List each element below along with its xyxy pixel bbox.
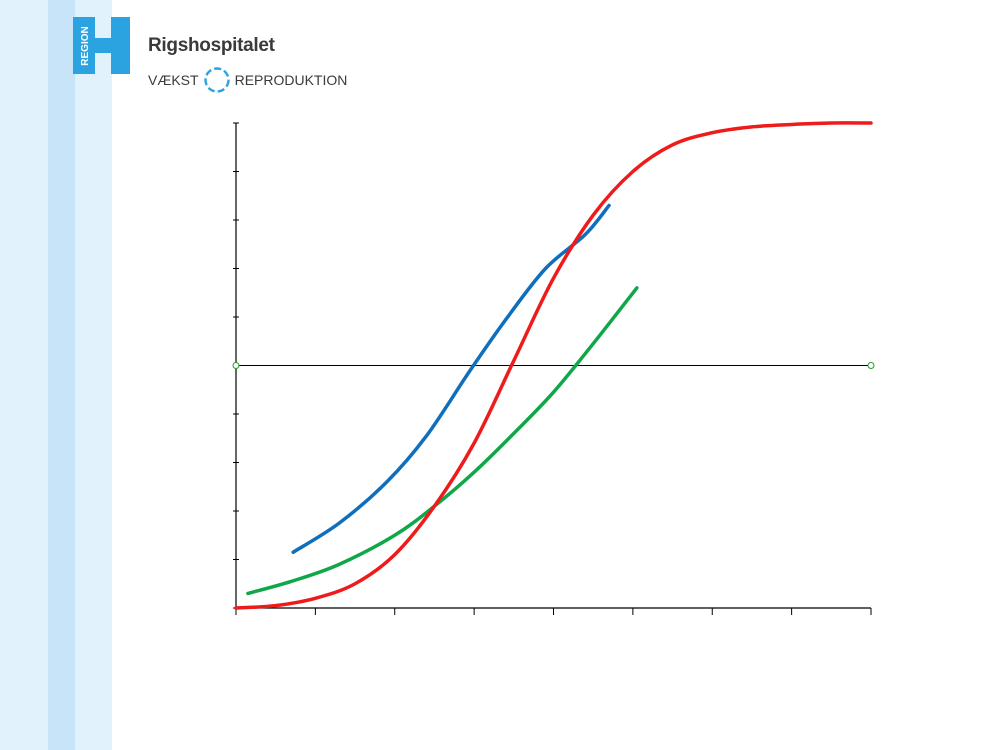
reference-line-end-marker [867,362,875,369]
brand-title: Rigshospitalet [148,35,275,56]
logo-region-text: REGION [80,26,91,65]
region-h-logo: REGION [73,17,130,74]
dashed-ring-icon [203,67,230,93]
subtitle-left: VÆKST [148,72,199,88]
series-line-1 [246,286,639,596]
left-decor-stripe [48,0,75,750]
subtitle-right: REPRODUKTION [234,72,348,88]
reference-line-start-marker [232,362,240,369]
series-line-0 [291,203,611,554]
series-line-2 [234,121,873,610]
brand-subtitle: VÆKST REPRODUKTION [148,66,347,94]
